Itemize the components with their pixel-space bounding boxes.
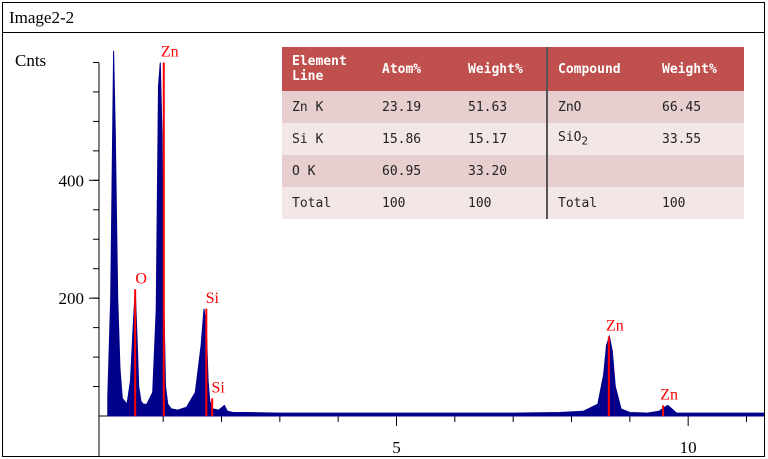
cell-compound-weight-pct: 33.55 <box>652 123 744 155</box>
y-tick-label: 400 <box>59 171 85 190</box>
spectrum-series <box>107 50 764 417</box>
quantification-table: Element Line Atom% Weight% Compound Weig… <box>282 47 744 219</box>
cell-element: Si K <box>282 123 372 155</box>
peak-label: Zn <box>161 43 179 60</box>
cell-element: O K <box>282 155 372 187</box>
cell-weight-pct: 33.20 <box>458 155 548 187</box>
cell-compound <box>547 155 652 187</box>
cell-weight-pct: 100 <box>458 187 548 219</box>
header-weight-pct: Weight% <box>458 47 548 91</box>
cell-compound-weight-pct: 66.45 <box>652 91 744 123</box>
peak-label: Zn <box>606 317 624 334</box>
cell-weight-pct: 15.17 <box>458 123 548 155</box>
header-atom-pct: Atom% <box>372 47 458 91</box>
title-bar: Image2-2 <box>3 3 764 33</box>
cell-compound-weight-pct: 100 <box>652 187 744 219</box>
table-row: Si K 15.86 15.17 SiO2 33.55 <box>282 123 744 155</box>
header-compound-weight-pct: Weight% <box>652 47 744 91</box>
header-element-line-text: Element Line <box>292 54 347 84</box>
peak-label: Si <box>206 290 220 307</box>
table-row: Zn K 23.19 51.63 ZnO 66.45 <box>282 91 744 123</box>
peak-label: O <box>135 270 147 287</box>
x-tick-label: 5 <box>392 438 401 456</box>
header-element-line: Element Line <box>282 47 372 91</box>
peak-label: Si <box>211 379 225 396</box>
cell-atom-pct: 100 <box>372 187 458 219</box>
cell-element: Total <box>282 187 372 219</box>
formula-subscript: 2 <box>581 134 589 148</box>
cell-compound-weight-pct <box>652 155 744 187</box>
cell-atom-pct: 60.95 <box>372 155 458 187</box>
table-row: O K 60.95 33.20 <box>282 155 744 187</box>
header-compound: Compound <box>547 47 652 91</box>
cell-atom-pct: 15.86 <box>372 123 458 155</box>
cell-element: Zn K <box>282 91 372 123</box>
table-row: Total 100 100 Total 100 <box>282 187 744 219</box>
cell-weight-pct: 51.63 <box>458 91 548 123</box>
x-tick-label: 10 <box>680 438 697 456</box>
cell-compound: Total <box>547 187 652 219</box>
cell-compound: SiO2 <box>547 123 652 155</box>
cell-compound: ZnO <box>547 91 652 123</box>
cell-atom-pct: 23.19 <box>372 91 458 123</box>
window-title: Image2-2 <box>9 8 75 27</box>
table-header-row: Element Line Atom% Weight% Compound Weig… <box>282 47 744 91</box>
compound-formula: SiO2 <box>558 130 589 148</box>
peak-label: Zn <box>660 386 678 403</box>
y-tick-label: 200 <box>59 289 85 308</box>
y-axis-label: Cnts <box>15 51 47 70</box>
